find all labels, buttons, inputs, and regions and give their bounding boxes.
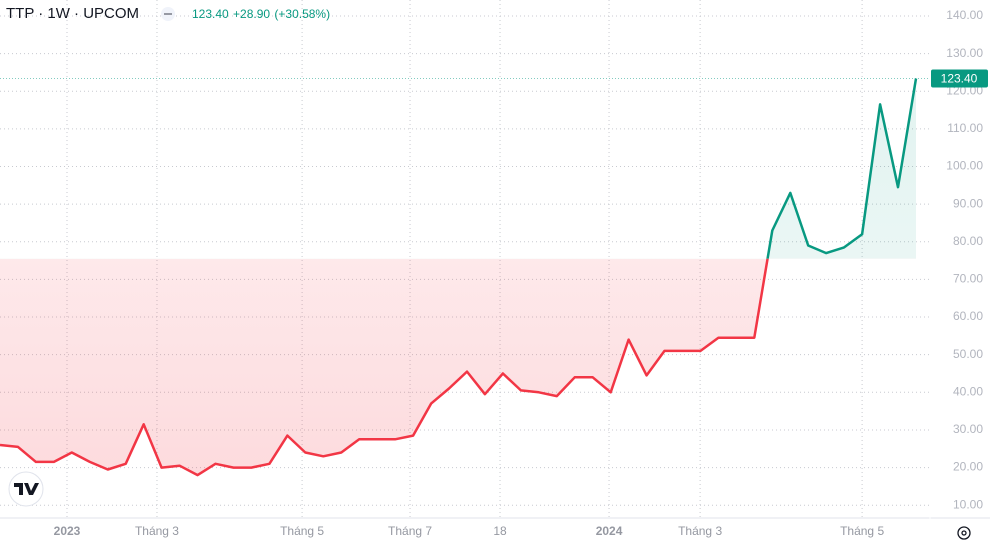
symbol-title: TTP · 1W · UPCOM	[6, 5, 139, 22]
header-change: +28.90	[233, 7, 270, 21]
y-tick-label: 130.00	[946, 46, 983, 60]
last-price-bubble	[931, 69, 988, 88]
tv-logo[interactable]	[8, 471, 44, 507]
line-down	[0, 258, 769, 477]
y-tick-label: 50.00	[953, 347, 983, 361]
area-up	[767, 78, 916, 259]
settings-button[interactable]	[957, 526, 971, 540]
y-tick-label: 70.00	[953, 272, 983, 286]
y-tick-label: 140.00	[946, 8, 983, 22]
x-tick-label: 2024	[596, 524, 623, 538]
header-change-pct: (+30.58%)	[274, 7, 330, 21]
y-tick-label: 10.00	[953, 497, 983, 511]
y-tick-label: 90.00	[953, 196, 983, 210]
y-tick-label: 20.00	[953, 460, 983, 474]
collapse-button[interactable]	[161, 7, 175, 21]
header-price: 123.40	[192, 7, 229, 21]
last-price-label: 123.40	[941, 72, 978, 86]
x-tick-label: Tháng 7	[388, 524, 432, 538]
y-tick-label: 30.00	[953, 422, 983, 436]
y-tick-label: 40.00	[953, 384, 983, 398]
y-tick-label: 100.00	[946, 159, 983, 173]
y-tick-label: 80.00	[953, 234, 983, 248]
x-tick-label: Tháng 3	[135, 524, 179, 538]
x-tick-label: 2023	[54, 524, 81, 538]
y-tick-label: 110.00	[947, 121, 983, 135]
x-tick-label: Tháng 5	[840, 524, 884, 538]
x-tick-label: Tháng 5	[280, 524, 324, 538]
x-tick-label: Tháng 3	[678, 524, 722, 538]
plot-area	[0, 0, 930, 518]
area-down	[0, 258, 916, 476]
x-tick-label: 18	[493, 524, 507, 538]
y-tick-label: 60.00	[953, 309, 983, 323]
